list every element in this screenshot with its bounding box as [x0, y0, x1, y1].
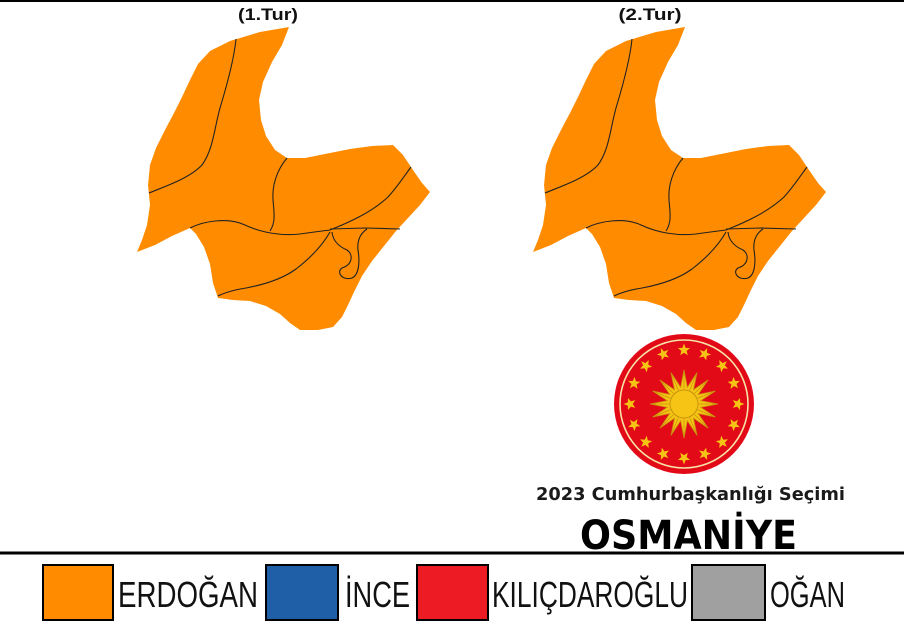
sun-ray-line	[689, 374, 697, 391]
seal-star-icon	[640, 360, 653, 373]
legend-swatch	[265, 564, 339, 621]
sun-ray-line	[654, 409, 671, 417]
seal-star-icon	[628, 376, 641, 389]
sun-ray-line	[661, 381, 674, 394]
seal-sun-icon	[649, 369, 719, 439]
legend-item: OĞAN	[691, 564, 845, 621]
sun-ray-line	[654, 391, 671, 399]
legend-label: İNCE	[345, 574, 410, 615]
sun-ray-line	[694, 381, 707, 394]
seal-star-icon	[699, 447, 712, 460]
round-1-title: (1.Tur)	[238, 5, 298, 24]
sun-ray-line	[689, 417, 697, 434]
seal-star-icon	[727, 419, 740, 432]
presidential-seal-icon	[614, 334, 754, 474]
seal-star-icon	[727, 376, 740, 389]
sun-ray-line	[694, 414, 707, 427]
legend-item: KILIÇDAROĞLU	[416, 564, 688, 621]
sun-ray-line	[697, 391, 714, 399]
seal-star-icon	[677, 343, 691, 356]
sun-ray-line	[697, 409, 714, 417]
legend-label: ERDOĞAN	[118, 574, 258, 615]
seal-star-icon	[656, 447, 669, 460]
election-title: 2023 Cumhurbaşkanlığı Seçimi	[536, 484, 845, 505]
seal-star-icon	[628, 419, 641, 432]
seal-inner-ring	[619, 339, 749, 469]
seal-stars	[623, 343, 745, 465]
legend-item: İNCE	[265, 564, 410, 621]
seal-star-icon	[699, 348, 712, 361]
legend: ERDOĞAN İNCE KILIÇDAROĞLU OĞAN	[42, 564, 845, 621]
seal-star-icon	[715, 435, 728, 448]
sun-ray-line	[661, 414, 674, 427]
seal-star-icon	[640, 435, 653, 448]
legend-item: ERDOĞAN	[42, 564, 258, 621]
sun-ray-line	[671, 417, 679, 434]
seal-star-icon	[656, 348, 669, 361]
province-title: OSMANİYE	[580, 511, 797, 559]
seal-star-icon	[732, 397, 745, 411]
legend-label: KILIÇDAROĞLU	[492, 574, 688, 615]
legend-swatch	[42, 564, 114, 621]
legend-label: OĞAN	[770, 574, 845, 615]
sun-core	[669, 389, 699, 419]
seal-star-icon	[677, 452, 691, 465]
round-2-title: (2.Tur)	[619, 5, 682, 24]
legend-swatch	[416, 564, 489, 621]
sun-ray-line	[671, 374, 679, 391]
seal-star-icon	[623, 397, 636, 411]
legend-swatch	[691, 564, 766, 621]
seal-star-icon	[715, 360, 728, 373]
